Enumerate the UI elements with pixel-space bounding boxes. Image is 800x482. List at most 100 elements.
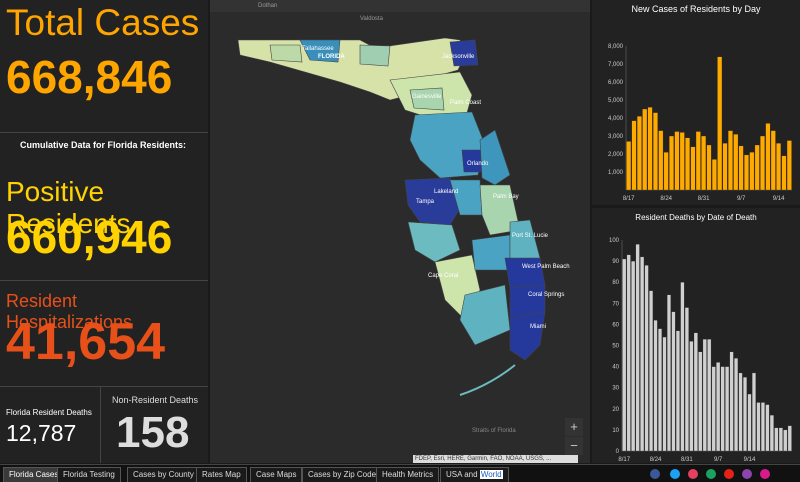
bar[interactable]	[644, 265, 649, 452]
bar[interactable]	[756, 402, 761, 452]
bar[interactable]	[729, 351, 734, 452]
county-region[interactable]	[509, 311, 546, 361]
bar[interactable]	[701, 135, 707, 191]
bar[interactable]	[653, 112, 658, 191]
county-region[interactable]	[407, 221, 461, 263]
bar[interactable]	[674, 131, 680, 191]
flickr-icon[interactable]	[706, 469, 716, 479]
bar[interactable]	[774, 427, 779, 452]
tab-florida-testing[interactable]: Florida Testing	[57, 467, 121, 482]
bar[interactable]	[666, 294, 671, 452]
twitter-icon[interactable]	[670, 469, 680, 479]
bar[interactable]	[636, 116, 642, 191]
bar[interactable]	[760, 135, 765, 191]
bar[interactable]	[749, 152, 755, 191]
tab-cases-by-zip[interactable]: Cases by Zip Code	[302, 467, 383, 482]
bar[interactable]	[776, 143, 782, 191]
bar[interactable]	[786, 140, 792, 191]
bar[interactable]	[702, 339, 707, 452]
tab-cases-by-county[interactable]: Cases by County	[127, 467, 200, 482]
county-region[interactable]	[479, 129, 511, 186]
bar[interactable]	[622, 258, 627, 452]
bar[interactable]	[680, 282, 685, 452]
bar[interactable]	[733, 134, 739, 191]
bar[interactable]	[778, 427, 783, 452]
bar[interactable]	[716, 362, 721, 452]
county-region[interactable]	[459, 284, 511, 346]
bar[interactable]	[649, 290, 654, 452]
bar[interactable]	[658, 328, 663, 452]
bar[interactable]	[663, 152, 669, 191]
bar[interactable]	[658, 130, 664, 191]
bar[interactable]	[781, 155, 787, 191]
bar[interactable]	[675, 330, 680, 452]
youtube-icon[interactable]	[724, 469, 734, 479]
zoom-out-button[interactable]: −	[565, 437, 583, 455]
bar[interactable]	[631, 120, 637, 191]
bar[interactable]	[626, 141, 632, 191]
bar[interactable]	[770, 130, 776, 191]
tab-usa-and-world[interactable]: USA and World	[440, 467, 509, 482]
tab-florida-cases[interactable]: Florida Cases	[3, 467, 65, 482]
bar[interactable]	[783, 429, 788, 452]
county-region[interactable]	[269, 44, 303, 63]
bar[interactable]	[787, 425, 792, 452]
bar[interactable]	[734, 358, 739, 452]
podcast-icon[interactable]	[742, 469, 752, 479]
bar[interactable]	[722, 143, 728, 191]
tab-case-maps[interactable]: Case Maps	[250, 467, 303, 482]
bar[interactable]	[765, 123, 771, 191]
bar[interactable]	[640, 256, 645, 452]
bar[interactable]	[769, 414, 774, 452]
link-icon[interactable]	[760, 469, 770, 479]
instagram-icon[interactable]	[688, 469, 698, 479]
bar[interactable]	[743, 376, 748, 452]
bar[interactable]	[695, 131, 701, 191]
bar[interactable]	[679, 132, 685, 191]
bar[interactable]	[684, 307, 689, 452]
bar[interactable]	[698, 351, 703, 452]
county-region[interactable]	[449, 39, 479, 67]
bar[interactable]	[727, 130, 733, 191]
bar[interactable]	[725, 366, 730, 452]
bar[interactable]	[690, 146, 696, 191]
county-region[interactable]	[471, 234, 511, 271]
bar[interactable]	[711, 366, 716, 452]
bar[interactable]	[754, 144, 760, 191]
bar[interactable]	[642, 108, 648, 191]
county-region[interactable]	[359, 44, 391, 67]
bar[interactable]	[760, 402, 765, 452]
bar[interactable]	[707, 339, 712, 452]
bar[interactable]	[693, 332, 698, 452]
facebook-icon[interactable]	[650, 469, 660, 479]
bar[interactable]	[653, 320, 658, 452]
florida-map[interactable]: Dothan Valdosta Tallahassee FLORIDA Jack…	[210, 0, 590, 463]
bar[interactable]	[669, 135, 674, 191]
county-region[interactable]	[299, 39, 341, 63]
bar[interactable]	[751, 372, 756, 452]
county-region[interactable]	[509, 219, 541, 259]
map-view[interactable]: Dothan Valdosta Tallahassee FLORIDA Jack…	[210, 0, 590, 463]
county-region[interactable]	[409, 87, 445, 111]
zoom-in-button[interactable]: +	[565, 418, 583, 436]
bar[interactable]	[717, 56, 723, 191]
bar[interactable]	[744, 154, 749, 191]
bar[interactable]	[647, 107, 653, 191]
bar[interactable]	[635, 244, 640, 452]
bar[interactable]	[720, 366, 725, 452]
bar[interactable]	[626, 254, 631, 452]
bar[interactable]	[689, 341, 694, 452]
tab-health-metrics[interactable]: Health Metrics	[376, 467, 440, 482]
bar[interactable]	[706, 144, 712, 191]
tab-rates-map[interactable]: Rates Map	[196, 467, 247, 482]
bar[interactable]	[765, 404, 770, 452]
bar[interactable]	[662, 336, 667, 452]
bar[interactable]	[671, 311, 676, 452]
bar[interactable]	[711, 159, 717, 191]
bar[interactable]	[685, 137, 691, 191]
bar[interactable]	[738, 372, 743, 452]
bar[interactable]	[738, 145, 744, 191]
bar[interactable]	[631, 260, 636, 452]
bar[interactable]	[747, 393, 752, 452]
county-region[interactable]	[504, 257, 546, 289]
